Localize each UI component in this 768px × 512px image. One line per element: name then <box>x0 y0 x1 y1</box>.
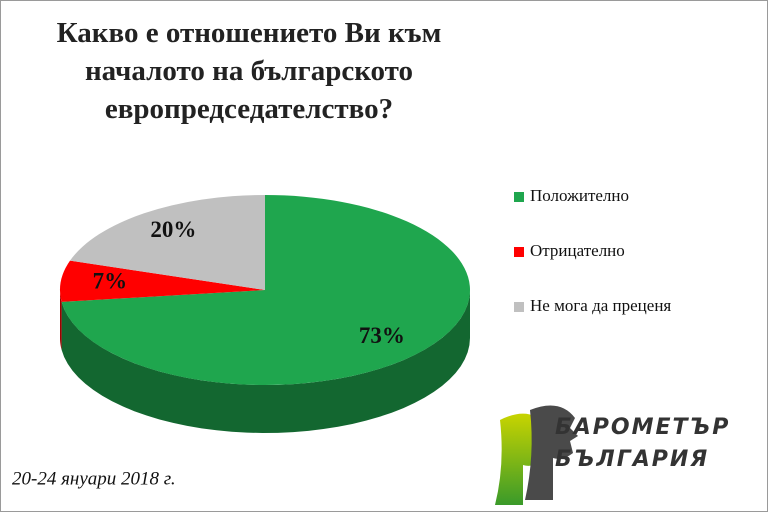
logo-icon <box>495 405 578 505</box>
slice <box>59 260 265 302</box>
slice <box>70 195 265 290</box>
legend-swatch <box>514 192 524 202</box>
logo-text: БАРОМЕТЪР <box>555 415 730 440</box>
slice-side <box>61 290 470 433</box>
slice-side <box>60 290 62 350</box>
data-label: 7% <box>93 268 128 293</box>
data-label: 73% <box>359 323 405 348</box>
footnote: 20-24 януари 2018 г. <box>12 468 176 489</box>
legend-label: Положително <box>530 186 629 205</box>
legend-swatch <box>514 247 524 257</box>
chart-title: Какво е отношението Ви към началото на б… <box>56 17 442 125</box>
legend-swatch <box>514 302 524 312</box>
data-label: 20% <box>150 217 196 242</box>
logo-text: БЪЛГАРИЯ <box>555 447 709 472</box>
legend-label: Не мога да преценя <box>530 296 671 315</box>
slice <box>61 195 470 385</box>
legend-label: Отрицателно <box>530 241 625 260</box>
